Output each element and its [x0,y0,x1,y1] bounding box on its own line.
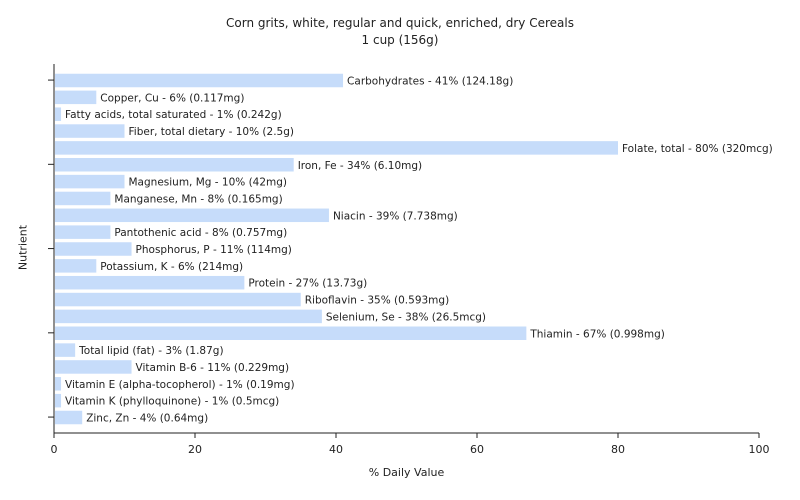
bar [55,124,125,138]
x-tick-label: 60 [470,443,484,456]
bar [55,275,245,290]
bar-label: Protein - 27% (13.73g) [248,278,367,290]
bar-label: Phosphorus, P - 11% (114mg) [136,244,292,256]
bar [55,141,618,155]
bar [55,309,322,324]
bar [55,208,329,223]
bar [55,393,62,408]
bar-label: Manganese, Mn - 8% (0.165mg) [114,193,282,205]
x-tick-label: 0 [51,443,58,456]
bar [55,292,301,307]
bar-label: Thiamin - 67% (0.998mg) [529,328,665,340]
bar [55,410,83,425]
bar-label: Niacin - 39% (7.738mg) [333,210,458,222]
bar [55,73,344,88]
chart-subtitle: 1 cup (156g) [361,33,439,47]
bar-label: Riboflavin - 35% (0.593mg) [305,295,449,307]
bar-label: Iron, Fe - 34% (6.10mg) [298,160,422,172]
bar-label: Magnesium, Mg - 10% (42mg) [129,177,288,189]
bar [55,225,111,239]
bar-label: Vitamin K (phylloquinone) - 1% (0.5mcg) [65,396,279,408]
bar-label: Fatty acids, total saturated - 1% (0.242… [65,109,282,121]
bar [55,259,97,273]
bar-label: Folate, total - 80% (320mcg) [622,143,773,155]
y-axis-label: Nutrient [16,224,30,271]
x-tick-label: 40 [329,443,343,456]
bar [55,360,132,374]
chart-title: Corn grits, white, regular and quick, en… [226,16,574,30]
bar-label: Zinc, Zn - 4% (0.64mg) [86,413,208,425]
bar [55,242,132,256]
bar-label: Total lipid (fat) - 3% (1.87g) [78,345,223,357]
bar-label: Vitamin E (alpha-tocopherol) - 1% (0.19m… [65,379,294,391]
bar [55,343,76,357]
bar-label: Copper, Cu - 6% (0.117mg) [100,92,244,104]
bar-label: Selenium, Se - 38% (26.5mcg) [326,311,486,323]
bar [55,191,111,206]
bar [55,107,62,121]
bar-label: Carbohydrates - 41% (124.18g) [347,76,513,88]
x-tick-label: 80 [611,443,625,456]
x-tick-label: 20 [188,443,202,456]
bar [55,174,125,189]
bar-label: Vitamin B-6 - 11% (0.229mg) [136,362,290,374]
x-tick-label: 100 [749,443,770,456]
bar [55,90,97,105]
bar [55,158,294,172]
bar [55,377,62,391]
bar-label: Fiber, total dietary - 10% (2.5g) [129,126,294,138]
bar-label: Pantothenic acid - 8% (0.757mg) [114,227,287,239]
bar [55,326,527,340]
x-axis-label: % Daily Value [368,466,445,479]
bar-label: Potassium, K - 6% (214mg) [100,261,243,273]
